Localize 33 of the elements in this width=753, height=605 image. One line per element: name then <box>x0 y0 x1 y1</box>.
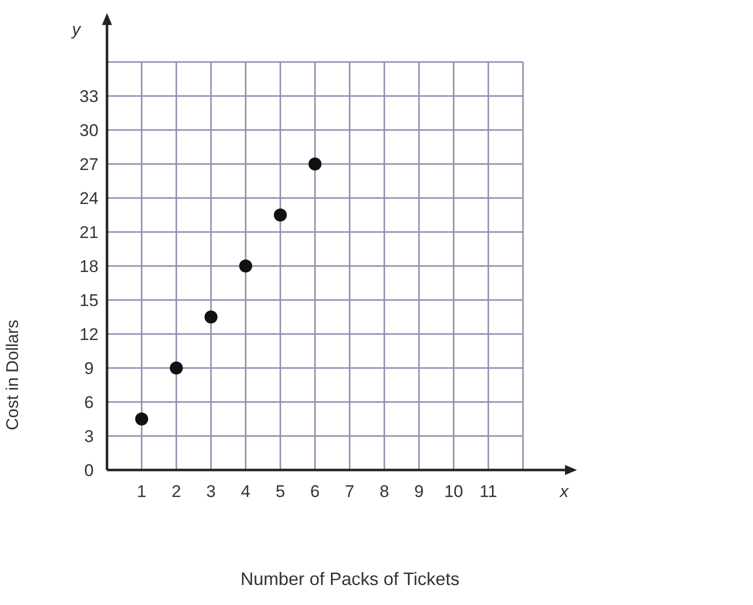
x-tick-label: 9 <box>414 482 424 501</box>
y-tick-label: 18 <box>80 257 98 276</box>
y-tick-label: 9 <box>84 359 94 378</box>
text: y <box>71 20 82 39</box>
y-tick-label: 6 <box>84 393 94 412</box>
text: x <box>559 482 569 501</box>
point <box>204 310 218 324</box>
x-tick-label: 2 <box>172 482 182 501</box>
x-tick-label: 1 <box>136 482 146 501</box>
x-tick-label: 3 <box>206 482 216 501</box>
point <box>170 362 183 374</box>
y-tick-label: 33 <box>80 87 98 106</box>
point <box>274 208 287 222</box>
y-tick-label: 0 <box>84 461 94 480</box>
y-tick-label: 24 <box>80 189 98 208</box>
y-tick-label: 27 <box>80 155 98 174</box>
y-tick-label: 12 <box>80 325 98 344</box>
point <box>239 260 252 272</box>
x-tick-label: 4 <box>240 482 250 501</box>
y-axis-title: Cost in Dollars <box>3 320 22 430</box>
y-tick-label: 21 <box>80 223 98 242</box>
x-tick-label: 5 <box>276 482 286 501</box>
point <box>135 412 148 426</box>
x-tick-label: 11 <box>480 482 498 501</box>
x-tick-label: 8 <box>380 482 390 501</box>
y-tick-label: 30 <box>80 121 98 140</box>
x-tick-label: 7 <box>344 482 354 501</box>
x-tick-label: 10 <box>444 482 464 501</box>
x-tick-label: 6 <box>310 482 320 501</box>
y-tick-label: 15 <box>80 291 98 310</box>
x-axis-title: Number of Packs of Tickets <box>240 569 460 589</box>
y-tick-label: 3 <box>84 427 94 446</box>
point <box>308 158 322 170</box>
